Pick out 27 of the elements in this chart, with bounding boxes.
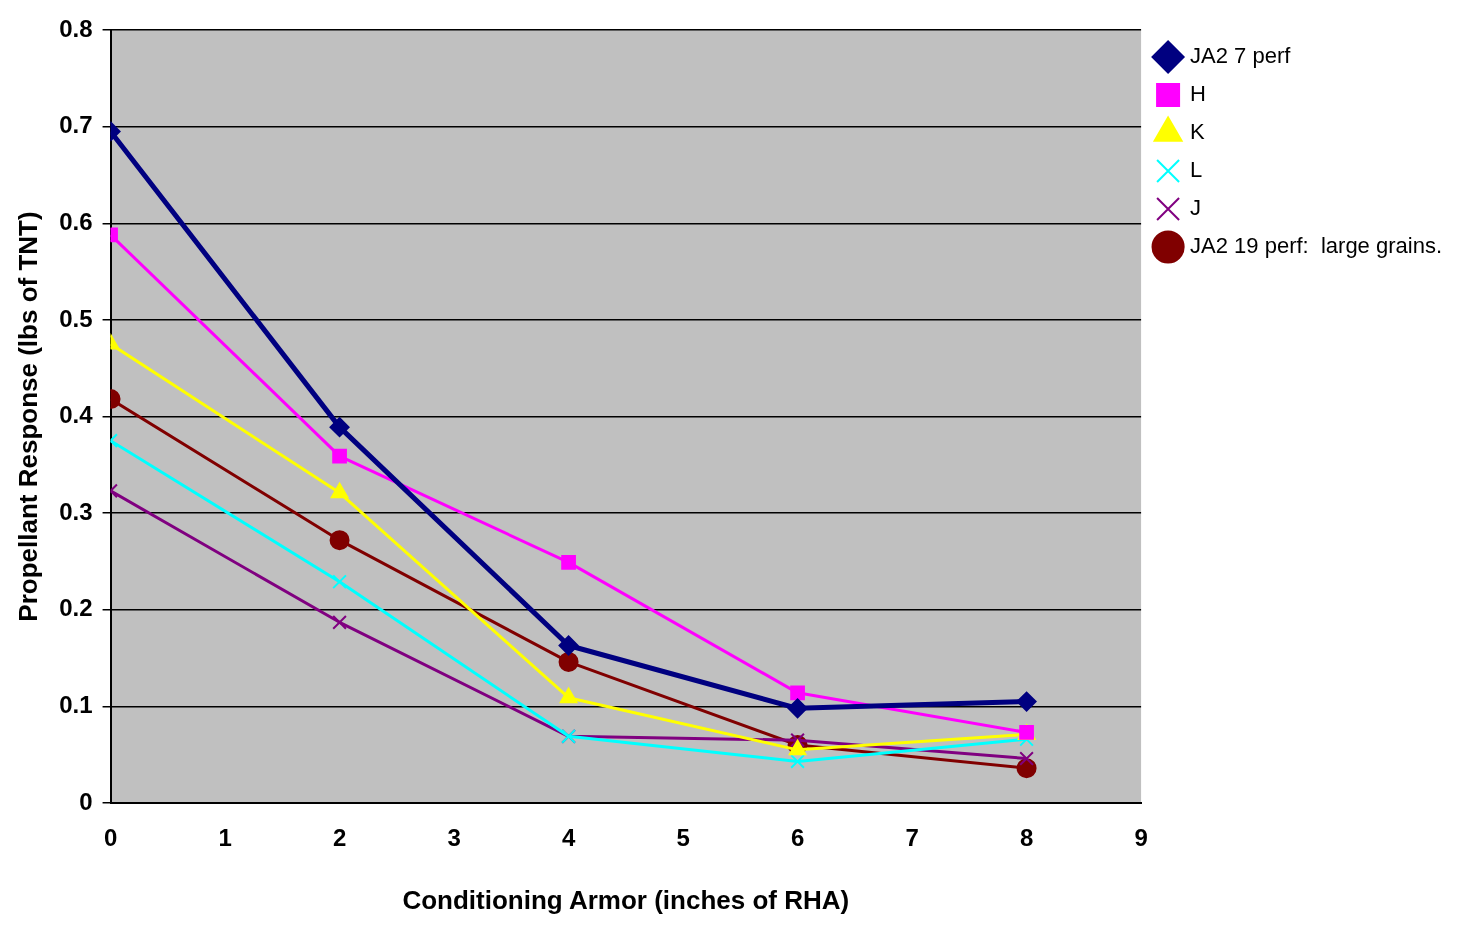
x-tick-label: 8 bbox=[1019, 824, 1034, 852]
y-tick-label: 0.3 bbox=[59, 497, 93, 525]
y-tick-label: 0.4 bbox=[59, 401, 94, 429]
legend-label: JA2 7 perf bbox=[1190, 43, 1292, 69]
legend-label: JA2 19 perf: large grains. bbox=[1190, 233, 1443, 259]
y-axis-title: Propellant Response (lbs of TNT) bbox=[12, 211, 43, 622]
y-tick-label: 0 bbox=[79, 787, 93, 815]
x-tick-label: 6 bbox=[790, 824, 805, 852]
x-tick-label: 2 bbox=[332, 824, 347, 852]
y-tick-label: 0.6 bbox=[59, 207, 93, 235]
legend-label: L bbox=[1190, 157, 1203, 183]
y-tick-label: 0.5 bbox=[59, 304, 93, 332]
y-tick-label: 0.8 bbox=[59, 14, 93, 42]
y-tick-label: 0.7 bbox=[59, 111, 93, 139]
legend-label: J bbox=[1190, 195, 1202, 221]
legend-label: K bbox=[1190, 119, 1206, 145]
x-tick-label: 1 bbox=[218, 824, 232, 852]
legend-label: H bbox=[1190, 81, 1206, 107]
x-tick-label: 3 bbox=[447, 824, 461, 852]
x-tick-label: 0 bbox=[103, 824, 118, 852]
x-tick-label: 7 bbox=[905, 824, 919, 852]
x-axis-title: Conditioning Armor (inches of RHA) bbox=[402, 884, 850, 915]
x-tick-label: 4 bbox=[561, 824, 576, 852]
x-tick-label: 9 bbox=[1134, 824, 1148, 852]
y-tick-label: 0.2 bbox=[59, 594, 93, 622]
x-tick-label: 5 bbox=[676, 824, 690, 852]
y-tick-label: 0.1 bbox=[59, 691, 93, 718]
